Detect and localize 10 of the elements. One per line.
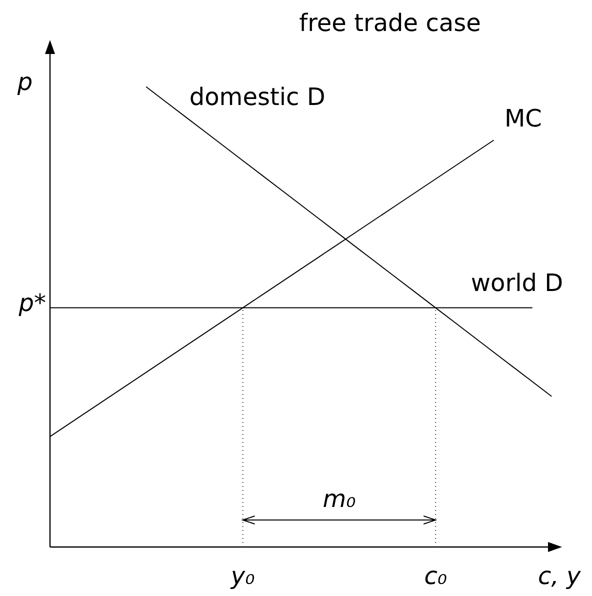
annotation: m₀ <box>322 485 356 513</box>
x-tick-label: y₀ <box>230 562 256 590</box>
text: p* <box>18 288 46 317</box>
chart-title: free trade case <box>299 9 481 37</box>
series-label: domestic D <box>189 83 326 111</box>
series-label: world D <box>470 268 564 297</box>
x-tick-label: c₀ <box>424 562 448 590</box>
y-axis-title: p <box>16 68 33 96</box>
series-label: MC <box>504 104 542 132</box>
x-axis-title: c, y <box>538 562 582 590</box>
